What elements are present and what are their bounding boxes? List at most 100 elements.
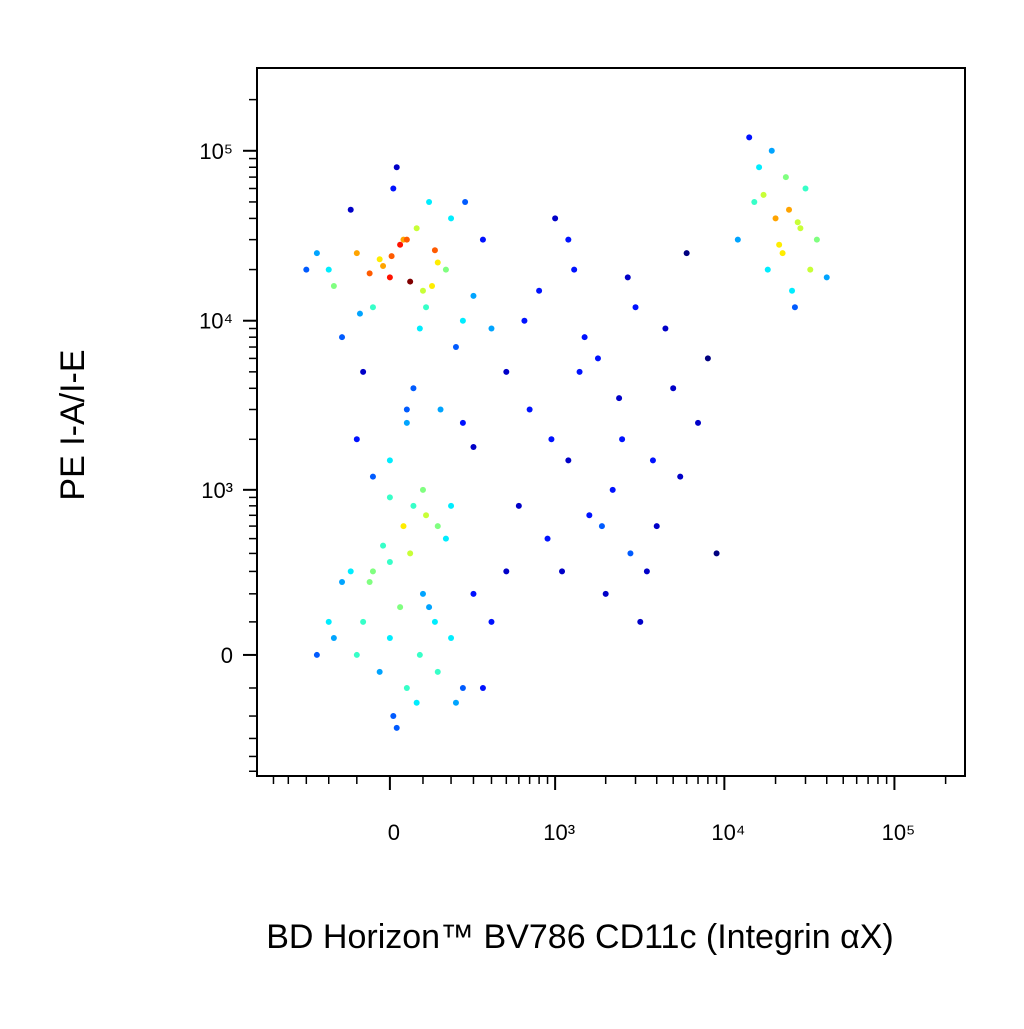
y-tick-label: 10³ — [201, 478, 233, 503]
point — [632, 304, 639, 311]
point — [313, 250, 320, 257]
x-tick-label: 0 — [388, 820, 400, 845]
point — [624, 274, 631, 281]
point — [683, 250, 690, 257]
point — [403, 236, 410, 243]
point — [339, 578, 346, 585]
point — [751, 198, 758, 205]
point — [586, 512, 593, 519]
point — [552, 215, 559, 222]
point — [760, 191, 767, 198]
point — [442, 535, 449, 542]
point — [791, 304, 798, 311]
point — [786, 206, 793, 213]
point — [353, 250, 360, 257]
point — [515, 502, 522, 509]
point — [459, 317, 466, 324]
point — [794, 219, 801, 226]
point — [526, 406, 533, 413]
point — [419, 287, 426, 294]
point — [470, 590, 477, 597]
point — [459, 419, 466, 426]
point — [802, 185, 809, 192]
point — [380, 262, 387, 269]
point — [442, 266, 449, 273]
point — [380, 542, 387, 549]
point — [347, 568, 354, 575]
point — [627, 550, 634, 557]
point — [470, 444, 477, 451]
y-tick-label: 10⁴ — [199, 309, 233, 334]
point — [602, 590, 609, 597]
point — [386, 274, 393, 281]
point — [330, 283, 337, 290]
point — [413, 225, 420, 232]
point — [619, 436, 626, 443]
point — [356, 310, 363, 317]
point — [386, 634, 393, 641]
point — [366, 578, 373, 585]
point — [448, 634, 455, 641]
point — [410, 385, 417, 392]
point — [410, 502, 417, 509]
point — [393, 724, 400, 731]
point — [434, 259, 441, 266]
point — [369, 568, 376, 575]
point — [813, 236, 820, 243]
point — [353, 651, 360, 658]
point — [559, 568, 566, 575]
point — [325, 266, 332, 273]
point — [426, 198, 433, 205]
point — [339, 334, 346, 341]
x-axis-title: BD Horizon™ BV786 CD11c (Integrin αX) — [266, 918, 894, 956]
point — [536, 287, 543, 294]
point — [429, 283, 436, 290]
point — [448, 502, 455, 509]
point — [434, 523, 441, 530]
point — [303, 266, 310, 273]
point — [423, 304, 430, 311]
y-tick-label: 0 — [221, 643, 233, 668]
point — [369, 304, 376, 311]
point — [426, 604, 433, 611]
points-layer — [303, 134, 830, 731]
point — [452, 344, 459, 351]
point — [360, 368, 367, 375]
point — [776, 241, 783, 248]
point — [695, 419, 702, 426]
point — [437, 406, 444, 413]
point — [353, 436, 360, 443]
point — [360, 618, 367, 625]
point — [470, 292, 477, 299]
point — [419, 486, 426, 493]
point — [419, 590, 426, 597]
x-tick-label: 10³ — [543, 820, 575, 845]
point — [448, 215, 455, 222]
point — [609, 486, 616, 493]
point — [548, 436, 555, 443]
point — [734, 236, 741, 243]
y-axis-title: PE I-A/I-E — [54, 349, 92, 500]
point — [390, 185, 397, 192]
point — [488, 618, 495, 625]
point — [431, 618, 438, 625]
point — [637, 618, 644, 625]
point — [313, 651, 320, 658]
point — [779, 250, 786, 257]
point — [677, 473, 684, 480]
point — [649, 457, 656, 464]
x-tick-label: 10⁴ — [711, 820, 745, 845]
point — [403, 406, 410, 413]
point — [544, 535, 551, 542]
point — [376, 668, 383, 675]
point — [576, 368, 583, 375]
point — [594, 355, 601, 362]
point — [662, 325, 669, 332]
point — [423, 512, 430, 519]
point — [413, 699, 420, 706]
point — [462, 198, 469, 205]
point — [479, 236, 486, 243]
point — [713, 550, 720, 557]
point — [782, 174, 789, 181]
